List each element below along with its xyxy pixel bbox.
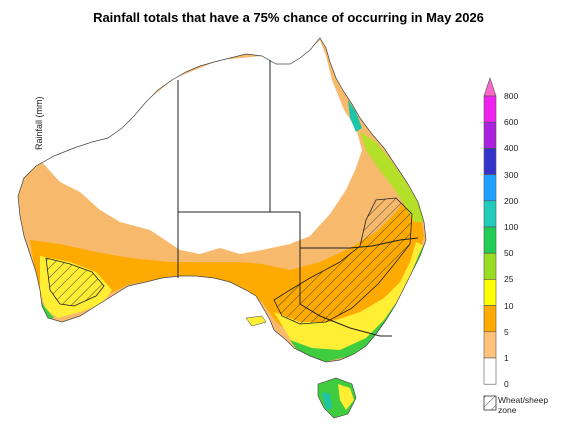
mainland-coastline	[17, 37, 427, 363]
legend-tick-label: 5	[504, 326, 509, 337]
legend-tick-label: 300	[504, 169, 519, 180]
state-borders	[177, 60, 419, 337]
region-10-25mm-southeast	[274, 242, 424, 356]
region-25-50mm-east-coast	[360, 132, 424, 222]
legend-swatch-1-0	[483, 357, 497, 385]
tasmania	[317, 377, 357, 419]
region-dry-cape-york	[318, 42, 326, 62]
legend-colorbar	[483, 77, 497, 385]
tasmania-teal-region	[322, 392, 332, 410]
region-50-100mm-north-queensland	[348, 100, 362, 132]
legend-tick-label: 50	[504, 248, 514, 259]
legend-tick-label: 25	[504, 274, 514, 285]
kangaroo-island	[245, 315, 267, 327]
wheat-sheep-zone-east	[273, 197, 413, 325]
legend: 800 600 400 300 200 100 50 25 10 5 1 0	[480, 78, 575, 418]
legend-tick-label: 100	[504, 222, 519, 232]
legend-tick-label: 800	[504, 91, 519, 101]
legend-tick-label: 10	[504, 300, 514, 311]
legend-tick-label: 0	[504, 379, 509, 390]
wheat-sheep-zones	[45, 197, 413, 325]
border-qld-nsw	[300, 237, 419, 249]
legend-tick-label: 1	[504, 353, 509, 363]
legend-tick-label: 200	[504, 195, 519, 206]
region-dry-interior	[40, 40, 362, 254]
wheat-sheep-legend-swatch	[483, 395, 497, 411]
wheat-sheep-legend-label: Wheat/sheep zone	[498, 395, 549, 415]
legend-axis-label: Rainfall (mm)	[34, 96, 44, 150]
map-title: Rainfall totals that have a 75% chance o…	[93, 10, 484, 25]
tasmania-yellow-region	[338, 384, 354, 410]
legend-tick-label: 400	[504, 143, 519, 154]
legend-tick-label: 600	[504, 117, 519, 128]
border-nsw-vic	[299, 303, 392, 337]
wheat-sheep-zone-west	[45, 257, 105, 307]
